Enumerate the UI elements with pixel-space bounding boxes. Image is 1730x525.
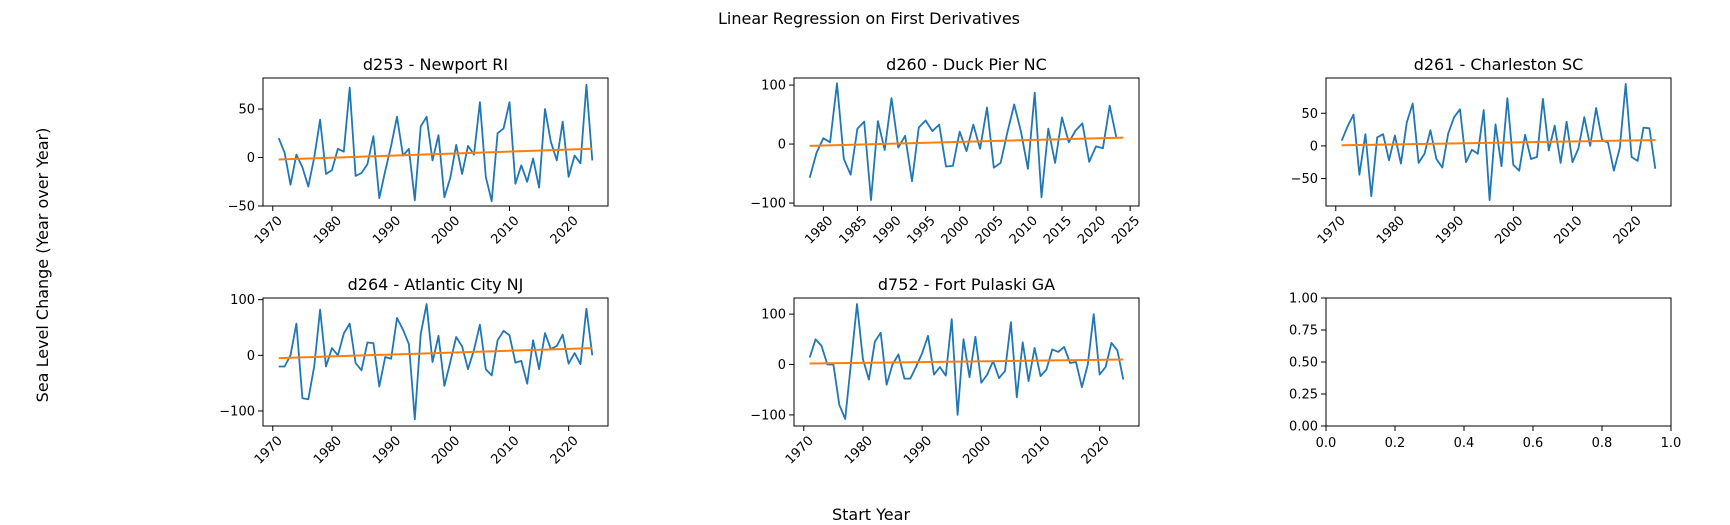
y-tick-label: 0.75: [1289, 324, 1318, 339]
y-tick-label: −50: [228, 200, 255, 215]
y-tick-label: 0: [778, 138, 786, 153]
regression-line: [1341, 139, 1656, 147]
regression-line: [278, 347, 593, 360]
subplot-title: d261 - Charleston SC: [1414, 55, 1584, 74]
y-tick-label: 0.25: [1289, 388, 1318, 403]
y-tick-label: −50: [1291, 172, 1318, 187]
y-tick-label: 50: [238, 103, 255, 118]
axes-frame: [262, 77, 609, 207]
regression-line: [809, 136, 1124, 147]
y-tick-label: 0: [1310, 139, 1318, 154]
axes-frame: [262, 297, 609, 427]
axes-frame: [793, 77, 1140, 207]
subplot-6: 0.0 0.2 0.4 0.6 0.8 1.0 0.00 0.25 0.50 0.75 1.00: [1289, 292, 1681, 452]
figure-ylabel: Sea Level Change (Year over Year): [33, 128, 52, 403]
series-line: [808, 303, 1125, 420]
y-tick-label: 0: [247, 151, 255, 166]
axes-frame: [1325, 77, 1672, 207]
x-tick-label: 0.6: [1523, 436, 1544, 451]
figure-xlabel: Start Year: [832, 505, 910, 524]
y-tick-label: 0: [778, 358, 786, 373]
regression-line: [809, 358, 1124, 365]
y-tick-label: 100: [761, 79, 786, 94]
x-tick-label: 0.4: [1454, 436, 1475, 451]
regression-line: [278, 147, 593, 161]
y-tick-label: −100: [750, 197, 786, 212]
y-tick-label: 1.00: [1289, 292, 1318, 307]
y-tick-label: 0.50: [1289, 356, 1318, 371]
x-tick-label: 1.0: [1661, 436, 1682, 451]
subplot-title: d752 - Fort Pulaski GA: [878, 275, 1055, 294]
y-tick-label: 0.00: [1289, 420, 1318, 435]
axes-frame: [793, 297, 1140, 427]
y-tick-label: −100: [750, 408, 786, 423]
subplot-title: d253 - Newport RI: [363, 55, 508, 74]
figure-suptitle: Linear Regression on First Derivatives: [718, 9, 1020, 28]
y-tick-label: −100: [219, 404, 255, 419]
y-tick-label: 100: [230, 293, 255, 308]
y-tick-label: 0: [247, 349, 255, 364]
y-tick-label: 50: [1301, 107, 1318, 122]
series-line: [277, 83, 594, 203]
x-tick-label: 0.8: [1592, 436, 1613, 451]
subplot-title: d264 - Atlantic City NJ: [348, 275, 524, 294]
subplot-title: d260 - Duck Pier NC: [886, 55, 1047, 74]
y-tick-label: 100: [761, 308, 786, 323]
series-line: [278, 303, 594, 421]
x-tick-label: 0.0: [1316, 436, 1337, 451]
x-tick-label: 0.2: [1385, 436, 1406, 451]
